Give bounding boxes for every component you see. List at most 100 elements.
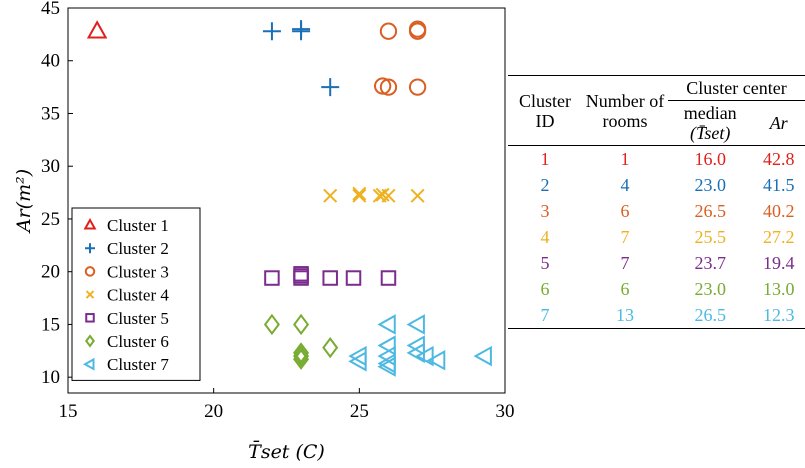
data-point-cluster-1 xyxy=(86,20,108,39)
data-point-cluster-7 xyxy=(473,345,492,367)
data-point-cluster-4 xyxy=(352,186,367,201)
cluster-table-container: Cluster ID Number of rooms Cluster cente… xyxy=(508,75,805,329)
data-point-cluster-4 xyxy=(410,188,425,203)
legend-label: Cluster 6 xyxy=(107,332,169,351)
legend-marker xyxy=(85,313,95,323)
data-point-cluster-6 xyxy=(293,345,310,367)
cell-rooms: 7 xyxy=(620,252,630,273)
data-point-cluster-5 xyxy=(380,270,397,286)
cell-id: 4 xyxy=(540,226,550,247)
data-point-cluster-7 xyxy=(377,314,396,335)
data-point-cluster-6 xyxy=(263,313,280,336)
data-point-cluster-4 xyxy=(375,187,390,202)
header-cluster-id: Cluster ID xyxy=(508,75,582,146)
cell-id: 6 xyxy=(540,278,550,299)
y-tick-label: 45 xyxy=(41,0,60,19)
data-point-cluster-5 xyxy=(322,270,338,286)
cell-ar: 12.3 xyxy=(762,304,795,325)
legend-marker xyxy=(85,334,95,348)
table-row: 3 6 26.5 40.2 xyxy=(508,198,805,224)
data-point-cluster-7 xyxy=(426,350,446,371)
data-point-cluster-4 xyxy=(352,188,367,203)
data-point-cluster-2 xyxy=(321,78,340,97)
cell-median: 16.0 xyxy=(694,148,726,169)
cell-rooms: 1 xyxy=(620,148,630,169)
cell-ar: 41.5 xyxy=(762,174,795,195)
data-point-cluster-7 xyxy=(377,335,396,356)
data-point-cluster-3 xyxy=(379,78,398,96)
x-tick-label: 25 xyxy=(350,401,369,422)
y-tick-label: 20 xyxy=(41,262,60,283)
y-tick-label: 15 xyxy=(41,314,60,335)
data-point-cluster-6 xyxy=(293,313,310,336)
header-tset-label: (T̄set) xyxy=(690,123,731,143)
data-points xyxy=(86,20,492,377)
data-point-cluster-6 xyxy=(293,342,310,364)
data-point-cluster-3 xyxy=(379,22,398,40)
legend-marker xyxy=(82,357,95,371)
legend-label: Cluster 3 xyxy=(107,262,169,281)
legend-marker xyxy=(84,266,96,277)
y-axis-label: Ar(m²) xyxy=(13,169,35,234)
y-tick-label: 10 xyxy=(41,367,60,388)
legend-box xyxy=(71,207,201,381)
legend-marker xyxy=(85,290,95,299)
x-tick-label: 15 xyxy=(59,401,78,422)
cell-median: 23.0 xyxy=(694,174,726,195)
legend-marker xyxy=(83,217,97,230)
cell-rooms: 7 xyxy=(620,226,630,247)
x-tick-label: 30 xyxy=(496,401,515,422)
cell-id: 7 xyxy=(540,304,550,325)
legend-label: Cluster 1 xyxy=(107,216,169,235)
cell-id: 2 xyxy=(540,174,550,195)
header-cluster-center: Cluster center xyxy=(668,75,805,101)
data-point-cluster-7 xyxy=(406,314,425,335)
cell-median: 23.7 xyxy=(694,252,726,273)
cell-median: 26.5 xyxy=(694,200,726,221)
cluster-table-body: 1 1 16.0 42.8 2 4 23.0 41.5 3 6 26.5 40.2 4 7 25.5 27.2… xyxy=(508,146,805,329)
plot-frame xyxy=(67,7,506,394)
data-point-cluster-2 xyxy=(292,20,311,39)
legend-label: Cluster 7 xyxy=(107,355,169,374)
data-point-cluster-2 xyxy=(262,22,281,41)
data-point-cluster-7 xyxy=(377,356,396,377)
header-ar: Ar xyxy=(752,100,805,146)
table-row: 6 6 23.0 13.0 xyxy=(508,276,805,302)
legend-marker xyxy=(85,243,95,254)
cell-rooms: 13 xyxy=(616,304,634,325)
data-point-cluster-5 xyxy=(264,270,280,286)
cell-median: 25.5 xyxy=(694,226,726,247)
cell-ar: 42.8 xyxy=(762,148,795,169)
y-tick-label: 25 xyxy=(41,209,60,230)
y-tick-label: 30 xyxy=(41,156,60,177)
table-row: 5 7 23.7 19.4 xyxy=(508,250,805,276)
cell-id: 5 xyxy=(540,252,550,273)
legend: Cluster 1 Cluster 2 Cluster 3 Cluster 4 Clus… xyxy=(71,207,201,381)
y-tick-label: 40 xyxy=(41,51,60,72)
table-row: 2 4 23.0 41.5 xyxy=(508,172,805,198)
data-point-cluster-4 xyxy=(381,188,396,203)
y-tick-label: 35 xyxy=(41,103,60,124)
cell-ar: 27.2 xyxy=(762,226,795,247)
cell-median: 23.0 xyxy=(694,278,726,299)
data-point-cluster-3 xyxy=(373,77,392,95)
table-row: 4 7 25.5 27.2 xyxy=(508,224,805,250)
data-point-cluster-6 xyxy=(322,336,339,359)
cell-rooms: 4 xyxy=(620,174,630,195)
legend-label: Cluster 2 xyxy=(107,239,169,258)
legend-label: Cluster 5 xyxy=(107,309,169,328)
data-point-cluster-5 xyxy=(345,270,362,286)
data-point-cluster-7 xyxy=(415,345,434,367)
table-row: 7 13 26.5 12.3 xyxy=(508,302,805,329)
cell-rooms: 6 xyxy=(620,278,630,299)
header-median-label: median xyxy=(683,103,737,123)
header-number-rooms: Number of rooms xyxy=(582,75,668,146)
data-point-cluster-5 xyxy=(293,268,309,284)
cell-ar: 13.0 xyxy=(762,278,795,299)
legend-label: Cluster 4 xyxy=(107,286,169,305)
cell-rooms: 6 xyxy=(620,200,630,221)
cluster-table: Cluster ID Number of rooms Cluster cente… xyxy=(508,75,805,329)
x-tick-label: 20 xyxy=(204,401,223,422)
data-point-cluster-3 xyxy=(408,78,427,96)
